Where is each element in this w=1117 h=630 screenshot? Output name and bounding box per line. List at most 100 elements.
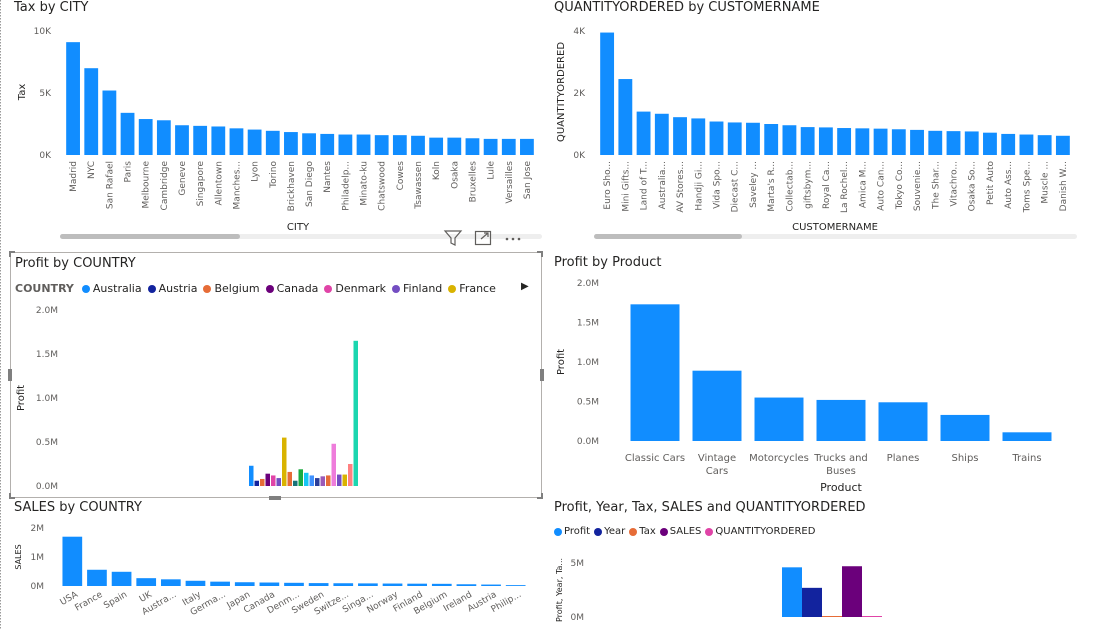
filter-icon[interactable] bbox=[443, 230, 463, 246]
x-axis-label: CUSTOMERNAME bbox=[792, 222, 878, 233]
bar bbox=[816, 399, 866, 441]
bar bbox=[630, 304, 680, 441]
bar bbox=[284, 582, 304, 586]
bar bbox=[842, 566, 862, 617]
quantity-by-customer-visual[interactable]: QUANTITYORDERED by CUSTOMERNAME 0K 2K 4K QU… bbox=[554, 0, 1080, 245]
legend-item[interactable]: Australia bbox=[81, 282, 142, 295]
scrollbar-thumb[interactable] bbox=[594, 234, 742, 239]
resize-handle-bottom-left[interactable] bbox=[9, 497, 15, 499]
legend-next-arrow[interactable]: ▶ bbox=[521, 281, 529, 292]
visual-title: Profit, Year, Tax, SALES and QUANTITYORD… bbox=[554, 500, 866, 515]
tax-by-city-visual[interactable]: Tax by CITY 0K 5K 10K Tax Madrid NYC San Rafae… bbox=[14, 0, 542, 245]
legend-label: Tax bbox=[639, 526, 656, 537]
legend-item[interactable]: Austria bbox=[147, 282, 197, 295]
y-tick-label: 0K bbox=[573, 151, 586, 161]
x-tick-label: Petit Auto bbox=[986, 161, 996, 205]
x-tick-label: NYC bbox=[87, 161, 97, 179]
bar bbox=[429, 137, 444, 155]
bar bbox=[120, 112, 135, 155]
x-tick-label: Vintage bbox=[698, 453, 736, 464]
bar bbox=[928, 130, 943, 155]
x-tick-label: Muscle ... bbox=[1041, 161, 1051, 204]
x-tick-label: La Rochel... bbox=[840, 161, 850, 213]
legend-item[interactable]: Canada bbox=[265, 282, 318, 295]
bar bbox=[348, 464, 353, 486]
resize-handle-bottom-right[interactable] bbox=[541, 493, 543, 499]
x-tick-label: Auto Can... bbox=[877, 161, 887, 211]
legend-item[interactable]: France bbox=[448, 282, 496, 295]
bar bbox=[260, 478, 265, 486]
resize-handle-top-left[interactable] bbox=[9, 251, 11, 257]
bar bbox=[298, 469, 303, 486]
profit-year-tax-visual[interactable]: Profit, Year, Tax, SALES and QUANTITYORD… bbox=[554, 500, 1080, 630]
x-tick-label: San Rafael bbox=[105, 161, 115, 209]
bar bbox=[818, 127, 833, 155]
legend-item[interactable]: QUANTITYORDERED bbox=[705, 526, 815, 537]
bar bbox=[501, 138, 516, 155]
profit-by-country-visual[interactable]: Profit by COUNTRY COUNTRY Australia Austr… bbox=[8, 251, 544, 500]
bar bbox=[175, 125, 189, 155]
y-axis-label: Profit bbox=[556, 349, 567, 375]
y-axis-label: Profit, Year, Ta... bbox=[555, 558, 564, 622]
x-tick-label: Osaka bbox=[450, 161, 460, 189]
visual-title: Tax by CITY bbox=[14, 0, 89, 15]
legend-marker bbox=[629, 527, 638, 536]
bar bbox=[1001, 133, 1016, 155]
resize-handle-left[interactable] bbox=[8, 369, 12, 381]
bar bbox=[746, 122, 760, 155]
bar bbox=[358, 583, 378, 586]
legend-item[interactable]: Belgium bbox=[203, 282, 260, 295]
bar bbox=[946, 131, 961, 155]
x-tick-label: Toms Spe... bbox=[1022, 161, 1032, 213]
x-tick-label: Collectab... bbox=[785, 161, 795, 212]
resize-handle-bottom-right[interactable] bbox=[537, 497, 543, 499]
y-tick-label: 2K bbox=[573, 89, 586, 99]
resize-handle-top-right[interactable] bbox=[537, 251, 543, 253]
legend-label: SALES bbox=[669, 526, 702, 537]
scrollbar-thumb[interactable] bbox=[60, 234, 240, 239]
sales-by-country-visual[interactable]: SALES by COUNTRY 0M 1M 2M SALES USA France Spa… bbox=[14, 500, 542, 630]
bar bbox=[304, 472, 309, 486]
legend-item[interactable]: Denmark bbox=[324, 282, 386, 295]
legend-item[interactable]: Year bbox=[594, 526, 625, 537]
legend-title: COUNTRY bbox=[15, 282, 74, 295]
bar bbox=[156, 120, 171, 155]
bar bbox=[910, 129, 924, 155]
legend-item[interactable]: Profit bbox=[554, 526, 590, 537]
x-tick-label: Danish W... bbox=[1059, 161, 1069, 211]
x-tick-label: Tsawassen bbox=[414, 161, 424, 210]
legend-item[interactable]: Finland bbox=[391, 282, 442, 295]
resize-handle-top-right[interactable] bbox=[541, 251, 543, 257]
bar bbox=[447, 137, 462, 155]
bar bbox=[326, 475, 331, 486]
x-tick-label: Land of T... bbox=[640, 161, 650, 210]
y-tick-label: 0.0M bbox=[36, 482, 58, 492]
legend-item[interactable]: SALES bbox=[659, 526, 702, 537]
legend-item[interactable]: Tax bbox=[629, 526, 656, 537]
bar bbox=[254, 480, 259, 486]
x-tick-label: Classic Cars bbox=[625, 453, 685, 464]
bar bbox=[276, 478, 281, 486]
legend-label: Year bbox=[604, 526, 626, 537]
x-tick-label: Marta's R... bbox=[767, 161, 777, 212]
profit-by-country-chart: 0.0M 0.5M 1.0M 1.5M 2.0M Profit bbox=[16, 306, 358, 492]
profit-by-product-visual[interactable]: Profit by Product 0.0M 0.5M 1.0M 1.5M 2.0M Pr… bbox=[554, 255, 1080, 495]
focus-mode-icon[interactable] bbox=[474, 230, 492, 246]
x-tick-label: AV Stores... bbox=[676, 161, 686, 213]
x-tick-label: Buses bbox=[826, 466, 856, 477]
bar bbox=[481, 584, 501, 586]
resize-handle-top-left[interactable] bbox=[9, 251, 15, 253]
more-options-icon[interactable] bbox=[504, 230, 522, 246]
x-tick-label: Spain bbox=[102, 590, 129, 611]
resize-handle-bottom-left[interactable] bbox=[9, 493, 11, 499]
horizontal-scrollbar[interactable] bbox=[60, 234, 542, 239]
x-tick-label: Versailles bbox=[505, 161, 515, 204]
x-tick-label: Planes bbox=[887, 453, 920, 464]
legend-label: France bbox=[459, 282, 496, 295]
bar bbox=[185, 580, 206, 586]
resize-handle-bottom[interactable] bbox=[269, 496, 281, 500]
resize-handle-right[interactable] bbox=[540, 369, 544, 381]
x-tick-label: Singapore bbox=[196, 161, 206, 207]
x-tick-label: France bbox=[74, 590, 105, 614]
horizontal-scrollbar[interactable] bbox=[594, 234, 1077, 239]
